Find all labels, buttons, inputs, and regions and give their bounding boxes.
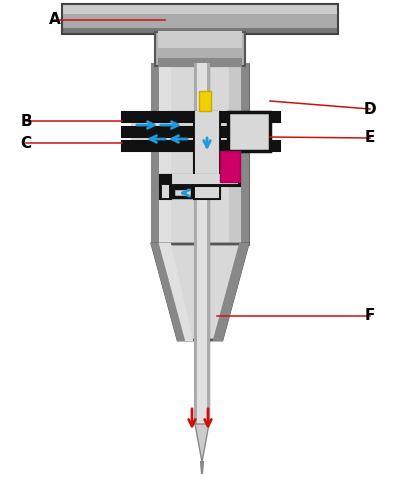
Bar xyxy=(228,112,270,151)
Text: C: C xyxy=(20,136,32,151)
Bar xyxy=(195,64,198,424)
Bar xyxy=(163,186,168,197)
Polygon shape xyxy=(152,244,186,340)
Bar xyxy=(152,64,160,244)
Bar xyxy=(230,64,240,244)
Polygon shape xyxy=(214,244,248,340)
Polygon shape xyxy=(201,462,203,474)
Polygon shape xyxy=(160,244,192,340)
Bar xyxy=(159,32,241,47)
Bar xyxy=(155,32,245,66)
Bar xyxy=(173,188,192,197)
Bar xyxy=(62,4,338,13)
Bar xyxy=(160,175,171,199)
Bar xyxy=(199,91,211,111)
Bar xyxy=(196,112,218,197)
Bar xyxy=(206,64,209,424)
Bar xyxy=(62,4,338,34)
Bar xyxy=(195,64,209,424)
Bar xyxy=(122,127,260,137)
Bar xyxy=(220,151,240,182)
Polygon shape xyxy=(195,424,209,462)
Bar xyxy=(62,27,338,34)
Bar xyxy=(122,112,280,122)
Bar xyxy=(152,64,248,244)
Bar xyxy=(122,141,280,151)
Bar xyxy=(132,137,250,141)
Bar xyxy=(62,13,338,27)
Bar xyxy=(240,64,248,244)
Bar xyxy=(196,64,204,244)
Bar xyxy=(159,59,241,66)
Text: E: E xyxy=(365,131,375,146)
Text: D: D xyxy=(364,102,376,117)
Bar xyxy=(194,112,220,199)
Bar xyxy=(198,64,206,424)
Text: B: B xyxy=(20,114,32,128)
Bar xyxy=(132,122,228,127)
Text: A: A xyxy=(49,13,61,28)
Bar xyxy=(160,175,240,186)
Text: F: F xyxy=(365,308,375,323)
Bar xyxy=(160,64,170,244)
Polygon shape xyxy=(152,244,248,340)
Bar xyxy=(163,175,237,183)
